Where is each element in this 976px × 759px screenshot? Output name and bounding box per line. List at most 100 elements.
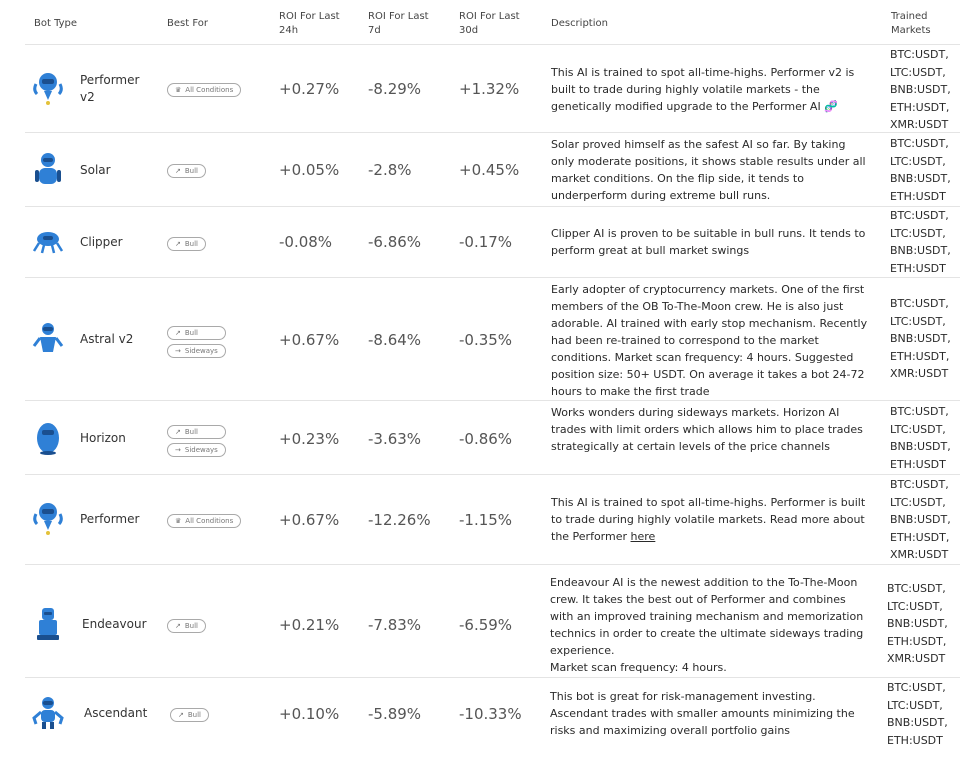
col-roi-30d: ROI For Last 30d [459,11,520,36]
badge-sideways: → Sideways [167,344,226,358]
trend-up-icon: ↗ [175,622,181,630]
roi-7d: -8.64% [368,331,422,349]
col-roi-7d: ROI For Last 7d [368,11,429,36]
roi-24h: +0.23% [279,430,340,448]
best-for-cell: ↗ Bull [170,708,210,722]
badge-all-conditions: ♛ All Conditions [167,514,242,528]
badge-bull: ↗ Bull [167,619,207,633]
trained-markets: BTC:USDT, LTC:USDT, BNB:USDT, ETH:USDT [890,137,951,203]
roi-30d: -10.33% [459,705,522,723]
badge-bull: ↗ Bull [167,326,226,340]
badge-sideways: → Sideways [167,443,226,457]
best-for-cell: ↗ Bull [167,237,207,251]
roi-24h: +0.67% [279,331,340,349]
trend-up-icon: ↗ [175,167,181,175]
roi-7d: -3.63% [368,430,422,448]
trained-markets: BTC:USDT, LTC:USDT, BNB:USDT, ETH:USDT [890,405,951,471]
badge-bull: ↗ Bull [167,164,207,178]
description: This AI is trained to spot all-time-high… [551,496,866,543]
description: Clipper AI is proven to be suitable in b… [551,227,866,257]
performer-robot-icon [30,500,66,538]
roi-24h: +0.05% [279,161,340,179]
roi-30d: -0.17% [459,233,513,251]
solar-robot-icon [30,151,66,189]
row-divider [25,206,960,207]
table-header: Bot Type Best For ROI For Last 24h ROI F… [0,0,976,44]
row-divider [25,564,960,565]
trained-markets: BTC:USDT, LTC:USDT, BNB:USDT, ETH:USDT, … [890,48,951,131]
roi-24h: +0.10% [279,705,340,723]
description: Solar proved himself as the safest AI so… [551,138,866,202]
trained-markets: BTC:USDT, LTC:USDT, BNB:USDT, ETH:USDT [890,209,951,275]
endeavour-robot-icon [30,605,66,643]
roi-24h: +0.21% [279,616,340,634]
roi-30d: -6.59% [459,616,513,634]
bot-name: Endeavour [82,616,147,631]
ascendant-robot-icon [30,694,66,732]
roi-30d: -1.15% [459,511,513,529]
bot-type-cell: Ascendant [30,694,147,732]
bot-name: Ascendant [84,705,148,720]
here-link[interactable]: here [630,530,656,543]
row-divider [25,44,960,45]
badge-all-conditions: ♛ All Conditions [167,83,242,97]
astral-robot-icon [30,320,66,358]
roi-30d: -0.35% [459,331,513,349]
performer-robot-icon [30,70,66,108]
horizon-robot-icon [30,419,66,457]
col-best-for: Best For [167,18,208,29]
best-for-cell: ♛ All Conditions [167,514,242,528]
crown-icon: ♛ [175,86,182,94]
clipper-robot-icon [30,223,66,261]
roi-7d: -8.29% [368,80,422,98]
trained-markets: BTC:USDT, LTC:USDT, BNB:USDT, ETH:USDT [887,681,948,747]
roi-7d: -6.86% [368,233,422,251]
bot-type-cell: Performer [30,500,139,538]
roi-24h: +0.67% [279,511,340,529]
bot-type-cell: Clipper [30,223,123,261]
bot-name: Performer v2 [80,73,140,104]
trained-markets: BTC:USDT, LTC:USDT, BNB:USDT, ETH:USDT, … [890,297,951,380]
description: Works wonders during sideways markets. H… [551,406,863,453]
description: Early adopter of cryptocurrency markets.… [551,283,868,398]
best-for-cell: ↗ Bull → Sideways [167,326,226,358]
bot-type-cell: Performer v2 [30,70,140,108]
crown-icon: ♛ [175,517,182,525]
bot-name: Clipper [80,234,123,249]
trend-up-icon: ↗ [178,711,184,719]
bot-name: Solar [80,162,111,177]
col-roi-24h: ROI For Last 24h [279,11,340,36]
bot-type-cell: Horizon [30,419,126,457]
bot-name: Horizon [80,430,126,445]
roi-7d: -12.26% [368,511,431,529]
trend-up-icon: ↗ [175,428,181,436]
arrow-right-icon: → [175,446,181,454]
description: This AI is trained to spot all-time-high… [551,66,855,113]
roi-7d: -2.8% [368,161,412,179]
col-bot-type: Bot Type [34,18,78,29]
row-divider [25,474,960,475]
row-divider [25,400,960,401]
trend-up-icon: ↗ [175,240,181,248]
bot-name: Performer [80,511,140,526]
trend-up-icon: ↗ [175,329,181,337]
col-description: Description [551,18,608,29]
bot-type-cell: Solar [30,151,111,189]
row-divider [25,132,960,133]
best-for-cell: ↗ Bull [167,619,207,633]
roi-24h: -0.08% [279,233,333,251]
trained-markets: BTC:USDT, LTC:USDT, BNB:USDT, ETH:USDT, … [887,582,948,665]
trained-markets: BTC:USDT, LTC:USDT, BNB:USDT, ETH:USDT, … [890,478,951,561]
best-for-cell: ↗ Bull → Sideways [167,425,226,457]
roi-30d: -0.86% [459,430,513,448]
badge-bull: ↗ Bull [167,425,226,439]
description: Endeavour AI is the newest addition to t… [550,576,864,674]
row-divider [25,277,960,278]
badge-bull: ↗ Bull [170,708,210,722]
col-trained-markets: Trained Markets [891,11,931,36]
description: This bot is great for risk-management in… [550,690,855,737]
best-for-cell: ♛ All Conditions [167,83,242,97]
roi-30d: +0.45% [459,161,520,179]
row-divider [25,677,960,678]
roi-7d: -5.89% [368,705,422,723]
